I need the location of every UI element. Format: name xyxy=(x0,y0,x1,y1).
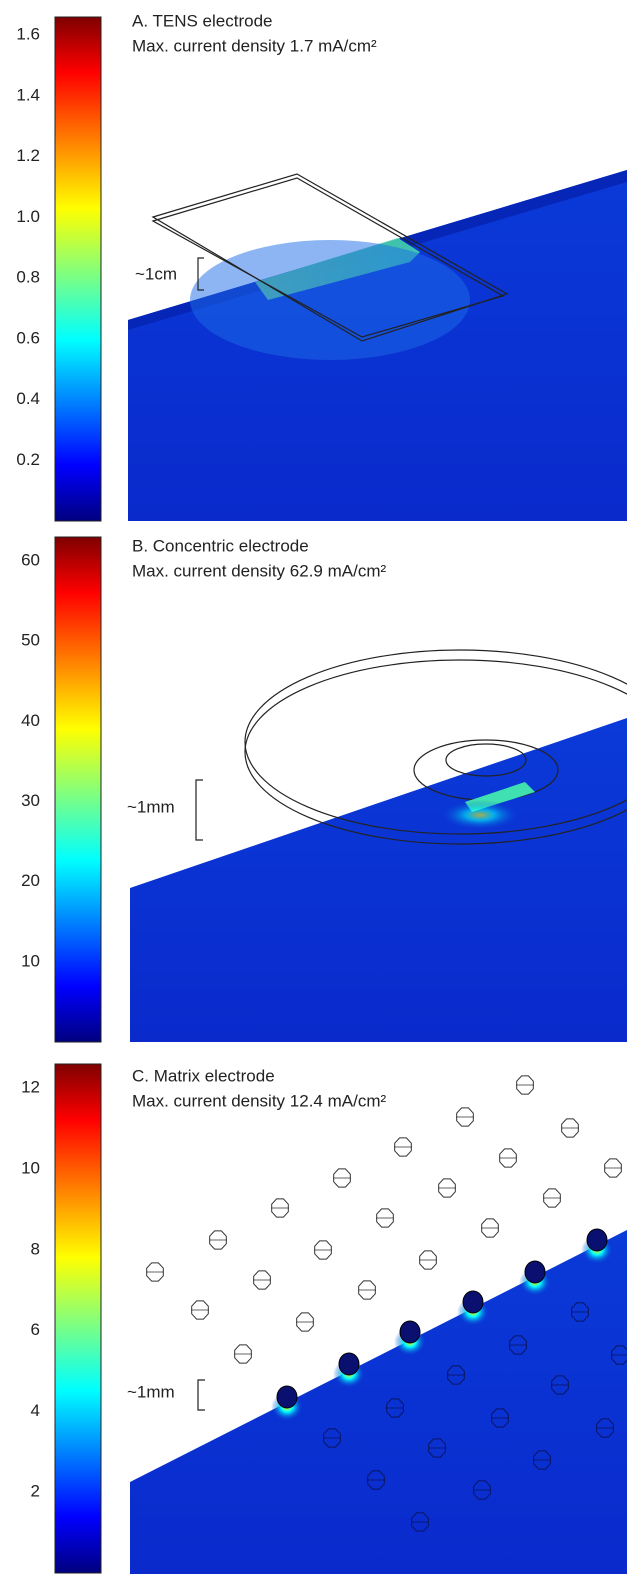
colorbar xyxy=(55,1064,101,1573)
scale-label: ~1cm xyxy=(135,264,177,283)
colorbar-tick-label: 60 xyxy=(21,551,40,570)
panel-title: C. Matrix electrode xyxy=(132,1066,275,1085)
colorbar-tick-label: 0.6 xyxy=(16,328,40,347)
colorbar-tick-label: 1.0 xyxy=(16,207,40,226)
electrode-pin-active xyxy=(277,1386,297,1408)
colorbar-tick-label: 4 xyxy=(31,1401,40,1420)
panel-subtitle: Max. current density 62.9 mA/cm² xyxy=(132,561,386,580)
electrode-pin-active xyxy=(463,1291,483,1313)
colorbar xyxy=(55,537,101,1042)
colorbar-tick-label: 8 xyxy=(31,1239,40,1258)
colorbar-tick-label: 0.8 xyxy=(16,268,40,287)
electrode-pin-active xyxy=(587,1229,607,1251)
panel-subtitle: Max. current density 1.7 mA/cm² xyxy=(132,36,377,55)
panel-title: A. TENS electrode xyxy=(132,11,272,30)
colorbar-tick-label: 6 xyxy=(31,1320,40,1339)
scale-label: ~1mm xyxy=(127,1382,175,1401)
colorbar-tick-label: 1.4 xyxy=(16,85,40,104)
panel-subtitle: Max. current density 12.4 mA/cm² xyxy=(132,1091,386,1110)
colorbar-tick-label: 0.4 xyxy=(16,389,40,408)
colorbars xyxy=(55,17,101,1573)
render-c xyxy=(130,1076,627,1574)
colorbar-tick-label: 2 xyxy=(31,1482,40,1501)
scale-bracket xyxy=(198,1380,205,1410)
colorbar-tick-label: 40 xyxy=(21,711,40,730)
scale-label: ~1mm xyxy=(127,797,175,816)
render-a xyxy=(128,170,627,521)
colorbar-tick-label: 1.6 xyxy=(16,25,40,44)
colorbar xyxy=(55,17,101,521)
colorbar-tick-label: 1.2 xyxy=(16,146,40,165)
colorbar-tick-label: 0.2 xyxy=(16,450,40,469)
scale-bracket xyxy=(196,780,203,840)
colorbar-tick-label: 20 xyxy=(21,871,40,890)
colorbar-tick-label: 10 xyxy=(21,951,40,970)
render-b xyxy=(130,650,627,1042)
colorbar-tick-label: 12 xyxy=(21,1078,40,1097)
electrode-pin-active xyxy=(339,1353,359,1375)
electrode-pin-active xyxy=(525,1261,545,1283)
colorbar-tick-label: 50 xyxy=(21,631,40,650)
colorbar-tick-label: 30 xyxy=(21,791,40,810)
figure: A. TENS electrode Max. current density 1… xyxy=(0,0,627,1574)
panel-title: B. Concentric electrode xyxy=(132,536,309,555)
colorbar-tick-label: 10 xyxy=(21,1159,40,1178)
electrode-pin-active xyxy=(400,1321,420,1343)
